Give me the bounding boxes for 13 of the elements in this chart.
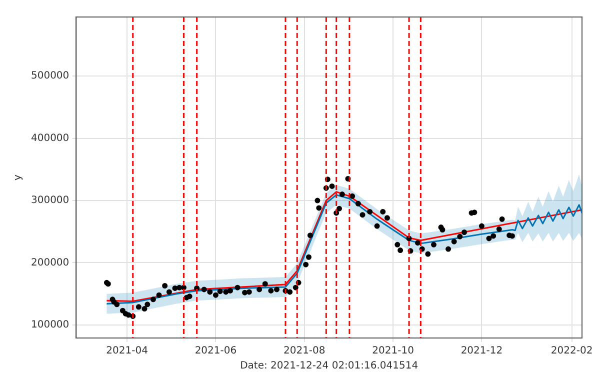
y-axis-title: y	[12, 174, 24, 180]
x-tick-label: 2021-10	[372, 346, 414, 357]
x-tick-label: 2021-12	[460, 346, 503, 357]
y-tick-label: 400000	[30, 132, 70, 144]
y-tick-label: 300000	[30, 195, 70, 206]
y-tick-label: 100000	[30, 320, 70, 331]
x-tick-label: 2021-04	[106, 346, 148, 357]
x-tick-label: 2021-06	[194, 346, 237, 357]
x-tick-label: 2021-08	[283, 346, 326, 357]
y-tick-label: 500000	[30, 70, 70, 82]
x-axis-title: Date: 2021-12-24 02:01:16.041514	[240, 360, 418, 372]
y-tick-label: 200000	[30, 257, 70, 268]
x-tick-label: 2022-02	[550, 346, 593, 357]
